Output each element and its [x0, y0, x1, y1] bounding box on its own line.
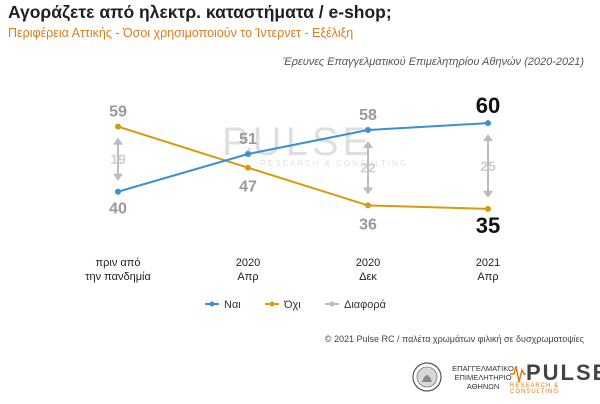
chamber-emblem-icon: [412, 362, 442, 392]
legend-label: Διαφορά: [344, 299, 387, 311]
legend-marker: [209, 301, 215, 307]
legend-label: Όχι: [283, 299, 301, 311]
x-tick-label: Απρ: [237, 271, 258, 283]
data-point: [115, 188, 121, 195]
x-tick-label: Δεκ: [359, 271, 377, 283]
data-point: [365, 202, 371, 209]
chart-title: Αγοράζετε από ηλεκτρ. καταστήματα / e-sh…: [8, 2, 392, 22]
data-point: [245, 151, 251, 157]
difference-arrowhead: [113, 137, 123, 145]
legend-label: Ναι: [224, 299, 241, 311]
difference-arrowhead: [483, 134, 493, 142]
data-point: [115, 123, 121, 130]
x-tick-label: Απρ: [477, 271, 498, 283]
difference-arrowhead: [483, 190, 493, 198]
x-tick-label: την πανδημία: [85, 271, 151, 283]
pulse-sub: RESEARCH & CONSULTING: [510, 383, 560, 395]
chart-source: Έρευνες Επαγγελματικού Επιμελητηρίου Αθη…: [282, 56, 584, 68]
footer-credit: © 2021 Pulse RC / παλέτα χρωμάτων φιλική…: [324, 334, 584, 344]
x-tick-label: 2021: [476, 257, 500, 269]
legend-marker: [269, 301, 275, 307]
difference-label: 22: [360, 160, 376, 176]
legend-marker: [329, 301, 335, 307]
pulse-wave-icon: [510, 365, 526, 383]
data-point: [365, 127, 371, 133]
difference-label: 25: [480, 158, 496, 174]
data-label-yes: 60: [476, 93, 500, 118]
chamber-name: ΕΠΑΓΓΕΛΜΑΤΙΚΟ ΕΠΙΜΕΛΗΤΗΡΙΟ ΑΘΗΝΩΝ: [452, 363, 514, 391]
x-tick-label: πριν από: [96, 257, 141, 269]
x-tick-label: 2020: [356, 257, 380, 269]
series-line-no: [117, 125, 489, 210]
data-point: [485, 205, 491, 212]
series-line-yes: [117, 122, 489, 193]
chart-subtitle: Περιφέρεια Αττικής - Όσοι χρησιμοποιούν …: [8, 26, 354, 40]
difference-arrowhead: [363, 187, 373, 195]
data-label-yes: 58: [359, 107, 377, 124]
x-tick-label: 2020: [236, 257, 260, 269]
pulse-logo: PULSE RESEARCH & CONSULTING: [510, 360, 600, 395]
difference-arrowhead: [363, 141, 373, 148]
data-label-no: 36: [359, 216, 377, 233]
pulse-name: PULSE: [526, 360, 600, 385]
chamber-logo: ΕΠΑΓΓΕΛΜΑΤΙΚΟ ΕΠΙΜΕΛΗΤΗΡΙΟ ΑΘΗΝΩΝ: [412, 360, 520, 394]
difference-arrowhead: [113, 173, 123, 181]
data-label-yes: 40: [109, 201, 127, 218]
data-label-no: 59: [109, 104, 127, 121]
difference-label: 19: [110, 151, 126, 167]
data-point: [245, 164, 251, 171]
data-label-yes: 51: [239, 131, 257, 148]
data-point: [485, 120, 491, 127]
data-label-no: 47: [239, 179, 257, 196]
data-label-no: 35: [476, 213, 500, 238]
